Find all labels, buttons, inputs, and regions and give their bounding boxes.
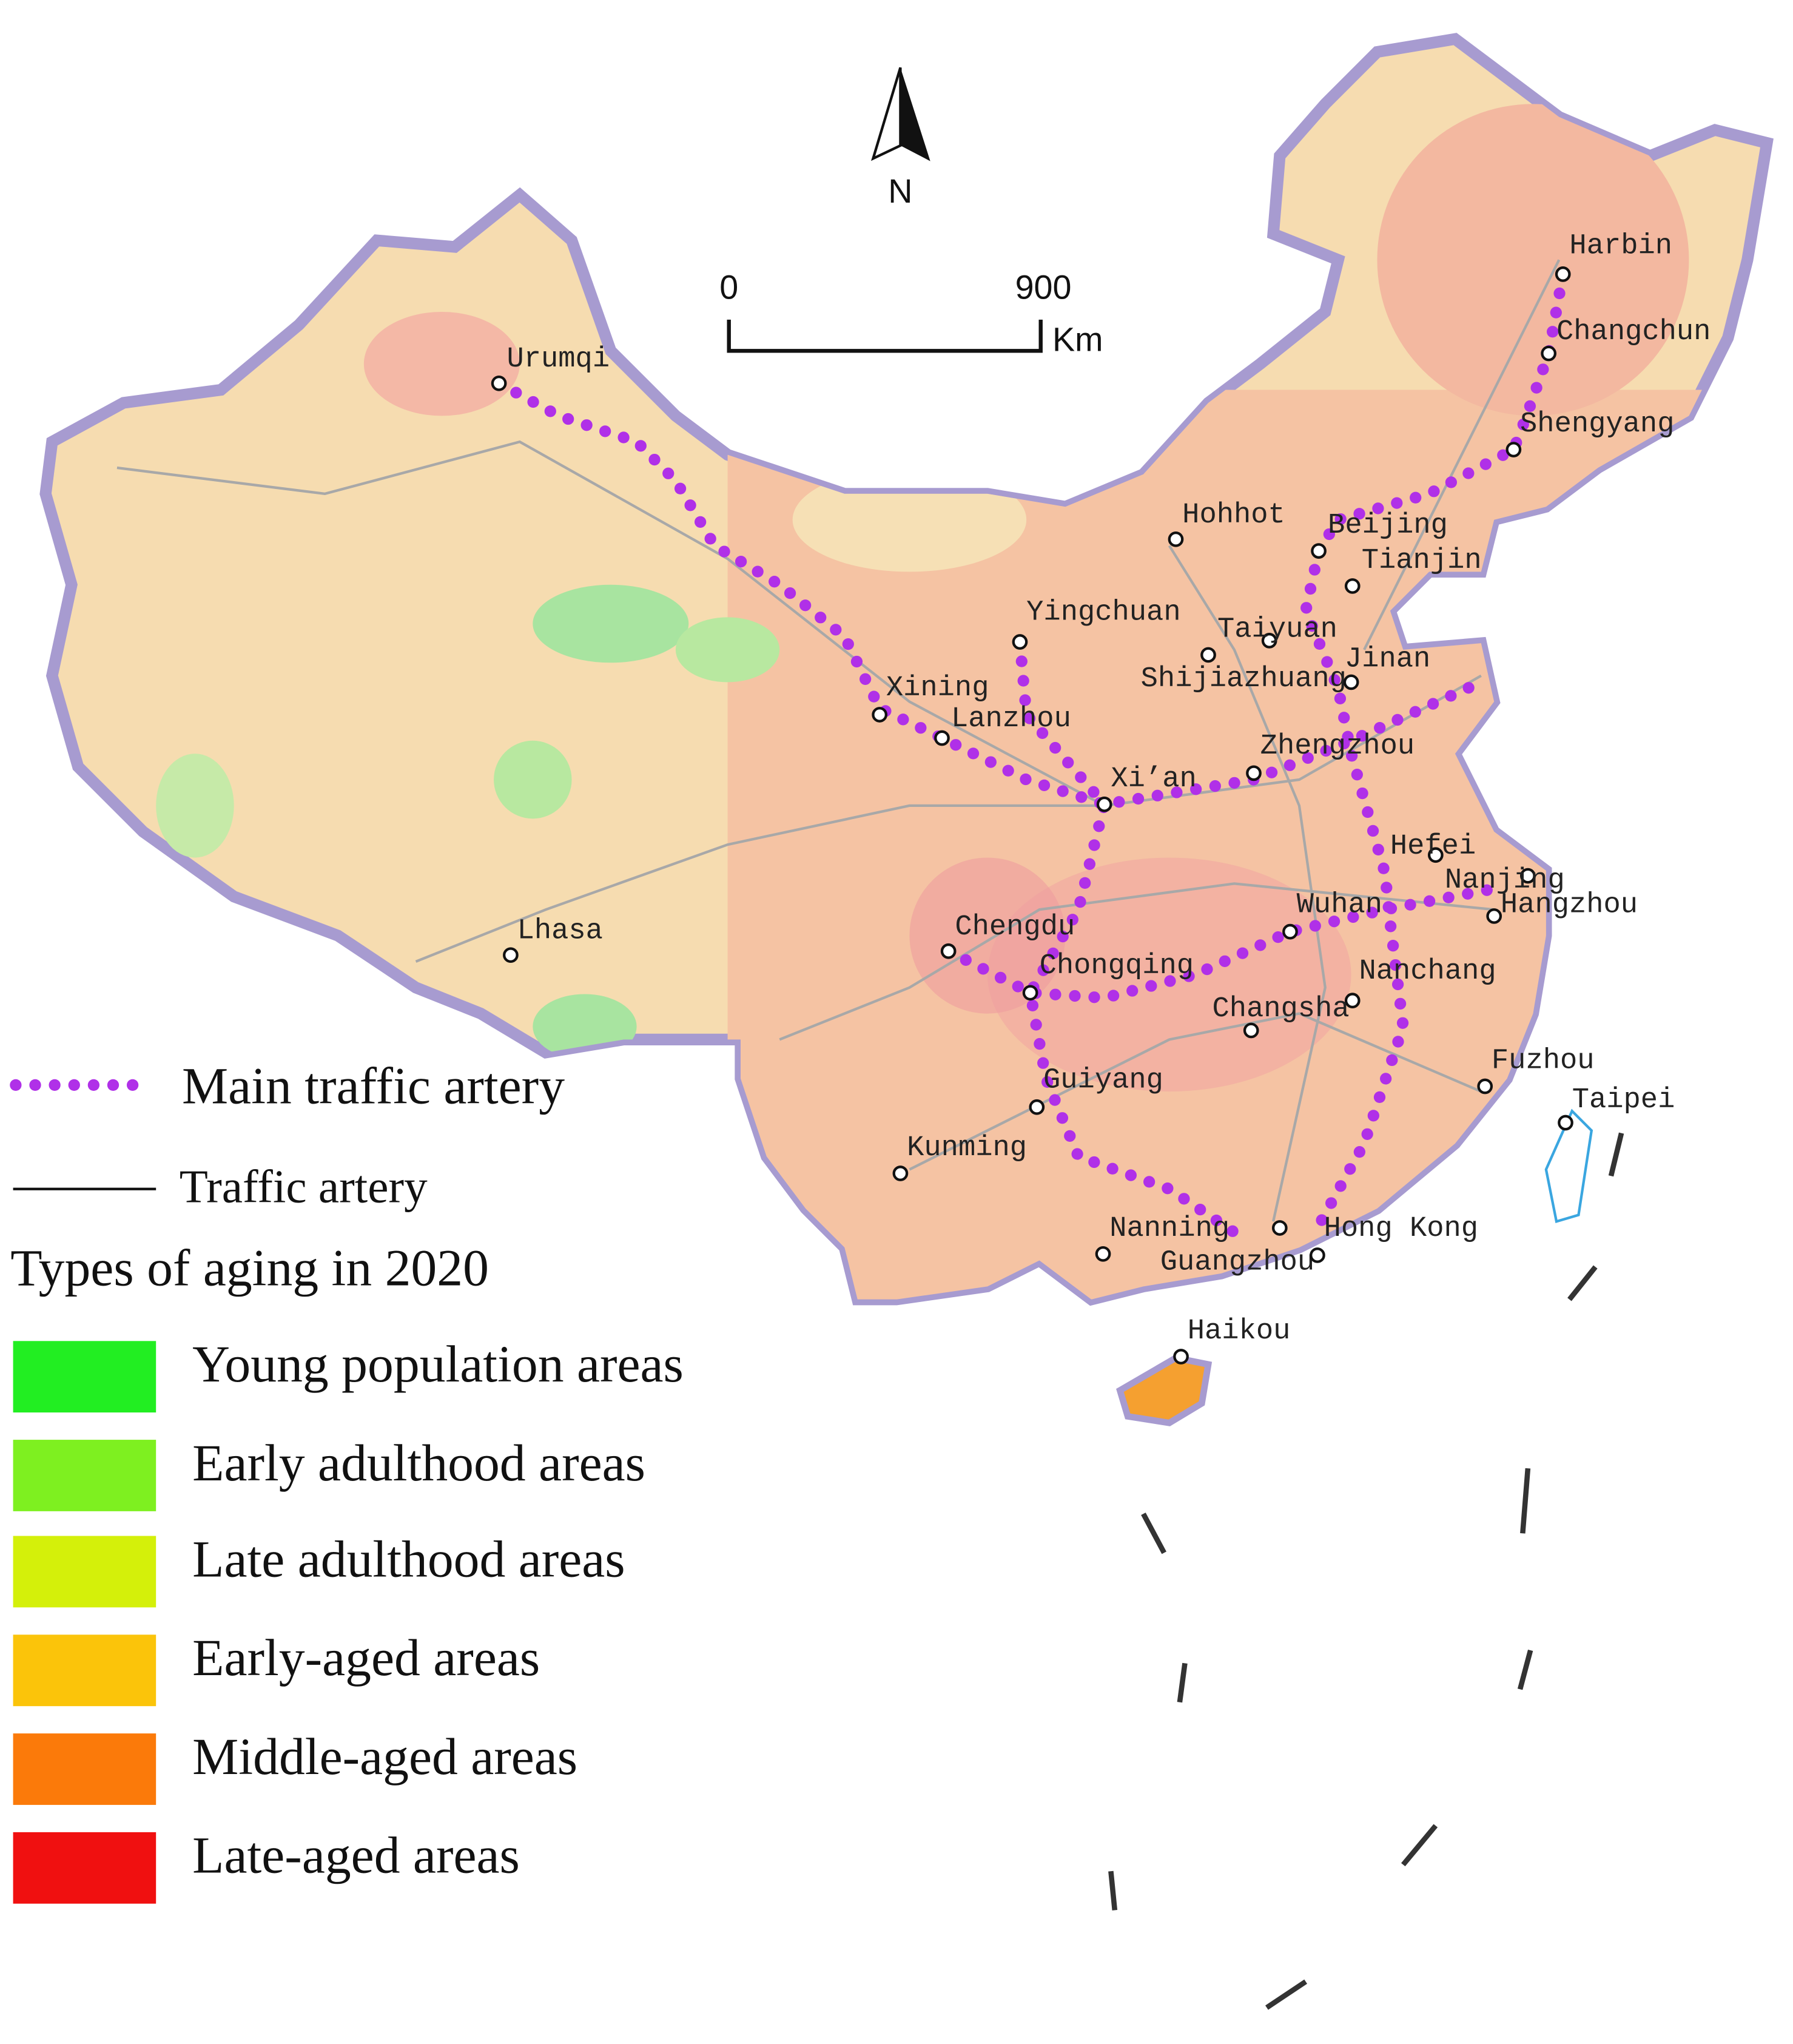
city-label: Urumqi <box>506 343 610 376</box>
city-marker <box>1344 993 1361 1009</box>
city-label: Changchun <box>1556 316 1711 348</box>
city-marker <box>1029 1099 1045 1115</box>
legend-swatch <box>13 1536 156 1608</box>
city-label: Zhengzhou <box>1260 730 1415 763</box>
city-label: Chongqing <box>1040 950 1194 982</box>
city-marker <box>1344 578 1361 594</box>
city-marker <box>1486 908 1502 924</box>
city-marker <box>1012 634 1028 650</box>
city-marker <box>1282 923 1298 940</box>
city-label: Xi’an <box>1111 763 1196 795</box>
city-marker <box>1173 1349 1189 1364</box>
scale-bar: 0 900 Km <box>719 269 1103 359</box>
city-label: Yingchuan <box>1026 597 1180 629</box>
legend-label: Middle-aged areas <box>192 1728 577 1786</box>
city-marker <box>872 707 888 723</box>
cities: Urumqi Harbin Changchun Shengyang BeijingTia… <box>491 231 1711 1364</box>
scale-end: 900 <box>1015 269 1072 306</box>
legend-title: Types of aging in 2020 <box>10 1240 489 1297</box>
city-marker <box>934 730 950 746</box>
city-marker <box>1505 442 1522 457</box>
city-label: Tianjin <box>1362 545 1482 577</box>
legend-swatch <box>13 1634 156 1707</box>
legend-swatch <box>13 1733 156 1805</box>
city-label: Shijiazhuang <box>1141 663 1347 695</box>
city-label: Jinan <box>1345 644 1430 676</box>
legend-swatch <box>13 1440 156 1511</box>
scale-unit: Km <box>1052 320 1103 358</box>
legend-label: Young population areas <box>192 1335 684 1393</box>
city-label: Haikou <box>1188 1315 1291 1347</box>
city-marker <box>1261 633 1277 649</box>
legend-label: Late-aged areas <box>192 1827 520 1884</box>
city-marker <box>1200 647 1216 663</box>
city-label: Kunming <box>907 1132 1027 1164</box>
city-label: Hefei <box>1390 831 1476 863</box>
legend-main-artery: Main traffic artery <box>182 1057 565 1115</box>
city-marker <box>1555 266 1571 282</box>
city-marker <box>892 1165 909 1181</box>
city-label: Taiyuan <box>1217 613 1337 646</box>
legend-artery: Traffic artery <box>180 1161 428 1213</box>
city-label: Chengdu <box>955 911 1075 943</box>
north-label: N <box>888 172 912 210</box>
city-marker <box>503 947 519 963</box>
legend-label: Early adulthood areas <box>192 1434 645 1492</box>
city-marker <box>1095 1246 1111 1262</box>
city-label: Nanning <box>1109 1213 1230 1245</box>
scale-start: 0 <box>719 269 738 306</box>
city-marker <box>491 375 507 391</box>
city-label: Hohhot <box>1182 499 1285 531</box>
city-marker <box>1168 531 1184 547</box>
city-marker <box>1022 985 1038 1001</box>
city-marker <box>1558 1115 1573 1131</box>
city-label: Wuhan <box>1297 889 1382 922</box>
north-arrow: N <box>871 67 930 210</box>
legend-label: Early-aged areas <box>192 1629 540 1687</box>
city-marker <box>1427 847 1444 863</box>
city-marker <box>940 943 957 959</box>
city-marker <box>1246 765 1262 781</box>
city-label: Lhasa <box>517 915 603 947</box>
city-marker <box>1310 1247 1325 1263</box>
city-marker <box>1477 1078 1493 1095</box>
city-label: Beijing <box>1328 510 1448 542</box>
city-label: Harbin <box>1569 231 1672 263</box>
city-label: Lanzhou <box>951 703 1071 735</box>
legend-label: Late adulthood areas <box>192 1530 625 1588</box>
city-label: Shengyang <box>1520 408 1674 440</box>
nine-dash-line <box>1108 1132 1624 2010</box>
legend-swatch <box>13 1341 156 1413</box>
city-label: Taipei <box>1572 1084 1675 1116</box>
legend-swatch <box>13 1832 156 1904</box>
city-marker <box>1243 1022 1259 1039</box>
city-label: Nanchang <box>1359 956 1496 988</box>
city-label: Changsha <box>1212 993 1349 1025</box>
city-label: Xining <box>886 672 989 704</box>
city-marker <box>1096 796 1112 812</box>
city-marker <box>1343 674 1359 690</box>
legend: Main traffic artery Traffic artery Types… <box>10 1057 684 1904</box>
city-label: Guiyang <box>1043 1065 1163 1097</box>
city-marker <box>1520 868 1536 884</box>
city-label: Nanjing <box>1445 865 1565 897</box>
city-label: Fuzhou <box>1492 1045 1595 1078</box>
city-label: Guangzhou <box>1160 1247 1314 1279</box>
city-marker <box>1271 1220 1288 1236</box>
city-label: Hong Kong <box>1324 1213 1478 1245</box>
city-marker <box>1541 345 1557 362</box>
city-marker <box>1311 543 1327 559</box>
city-label: Hangzhou <box>1501 889 1638 922</box>
